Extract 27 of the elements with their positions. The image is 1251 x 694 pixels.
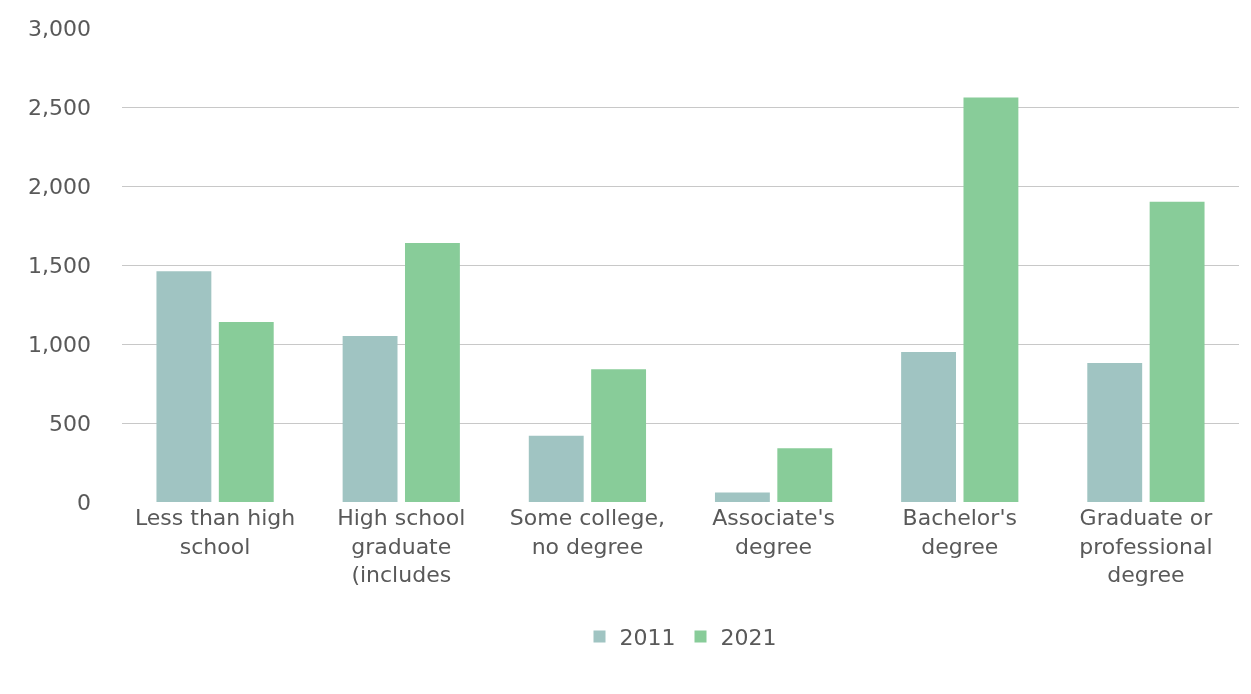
bar xyxy=(901,351,957,502)
bar xyxy=(1087,362,1143,502)
bar xyxy=(714,492,770,502)
bar xyxy=(528,435,584,502)
bar xyxy=(591,369,647,502)
x-tick-label: Less than high school xyxy=(134,505,296,559)
y-tick-label: 500 xyxy=(49,410,91,436)
bar xyxy=(218,321,274,502)
bar xyxy=(342,336,398,502)
x-tick-label: Graduate or professional degree xyxy=(1079,505,1214,588)
bar xyxy=(777,448,833,502)
y-tick-label: 2,500 xyxy=(28,94,91,120)
bar xyxy=(1149,201,1205,502)
y-tick-label: 1,500 xyxy=(28,252,91,278)
y-tick-label: 1,000 xyxy=(28,331,91,357)
y-tick-label: 3,000 xyxy=(28,15,91,41)
bar xyxy=(404,242,460,502)
bar xyxy=(156,271,212,502)
x-tick-label: Some college, no degree xyxy=(509,505,666,559)
x-tick-label: Associate's degree xyxy=(712,505,835,559)
x-tick-label: Bachelor's degree xyxy=(902,505,1017,559)
bar xyxy=(963,97,1019,502)
y-tick-label: 0 xyxy=(77,489,91,515)
y-tick-label: 2,000 xyxy=(28,173,91,199)
x-tick-label: High school graduate (includes xyxy=(337,505,466,588)
legend-label: 2021 xyxy=(720,625,777,651)
legend-label: 2011 xyxy=(619,625,676,651)
